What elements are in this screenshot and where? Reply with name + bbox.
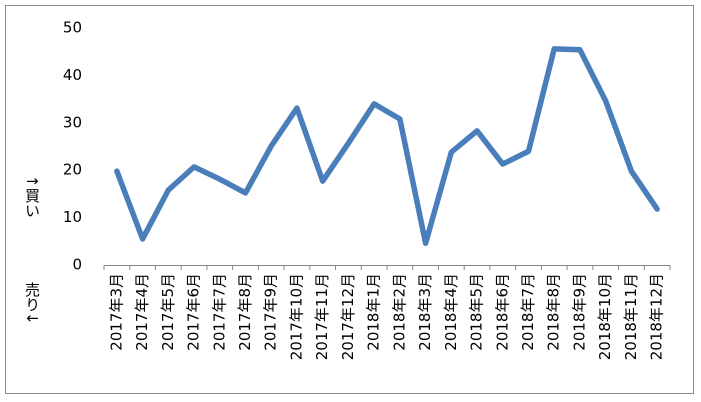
x-tick-label: 2018年3月 [416,273,434,351]
y-tick-label: 30 [63,113,82,131]
x-tick-label: 2018年8月 [545,273,563,351]
x-tick-label: 2017年3月 [107,273,125,351]
x-tick-label: 2018年9月 [570,273,588,351]
x-tick-label: 2017年8月 [236,273,254,351]
x-tick-label: 2017年11月 [313,273,331,360]
x-tick-label: 2017年5月 [159,273,177,351]
chart-frame [5,5,694,394]
x-tick-label: 2018年7月 [519,273,537,351]
y-tick-label: 10 [63,208,82,226]
x-tick-label: 2018年1月 [365,273,383,351]
data-line [114,46,660,246]
y-tick-label: 40 [63,66,82,84]
x-tick-label: 2017年12月 [339,273,357,360]
x-tick-label: 2017年10月 [287,273,305,360]
x-tick-label: 2018年5月 [468,273,486,351]
y-axis-label: ↑買い [23,175,41,218]
x-tick-label: 2018年12月 [648,273,666,360]
x-tick-label: 2018年10月 [596,273,614,360]
x-tick-label: 2018年6月 [493,273,511,351]
x-tick-label: 2018年4月 [442,273,460,351]
y-axis-label: 売り↓ [23,282,41,325]
x-tick-label: 2018年11月 [622,273,640,360]
y-tick-label: 20 [63,161,82,179]
x-tick-label: 2017年6月 [185,273,203,351]
y-tick-label: 50 [63,19,82,37]
x-tick-label: 2017年9月 [262,273,280,351]
x-tick-label: 2018年2月 [390,273,408,351]
x-tick-label: 2017年7月 [210,273,228,351]
y-tick-label: 0 [72,256,82,274]
x-tick-label: 2017年4月 [133,273,151,351]
